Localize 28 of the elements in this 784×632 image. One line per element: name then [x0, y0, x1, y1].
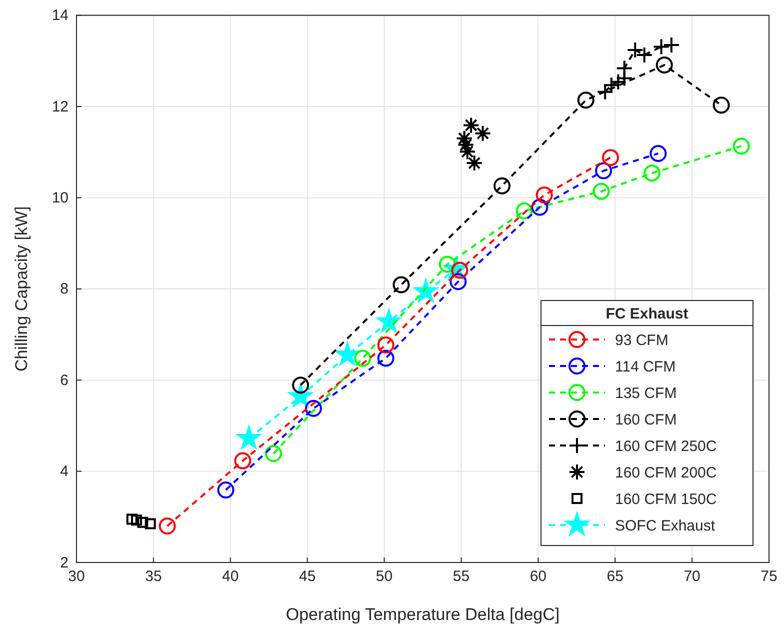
y-tick-label: 10: [52, 190, 68, 206]
y-tick-label: 4: [60, 463, 68, 480]
y-tick-label: 2: [60, 554, 68, 572]
x-tick-label: 70: [684, 568, 700, 586]
x-tick-label: 65: [606, 568, 624, 586]
legend-label: 135 CFM: [615, 385, 677, 402]
y-tick-label: 8: [60, 280, 68, 298]
x-tick-label: 30: [68, 568, 85, 586]
legend-label: 114 CFM: [615, 358, 676, 376]
y-tick-label: 12: [52, 98, 68, 116]
legend-label: 160 CFM 200C: [615, 464, 717, 482]
x-tick-label: 50: [376, 568, 393, 586]
x-axis-title: Operating Temperature Delta [degC]: [286, 605, 560, 624]
x-tick-label: 55: [452, 568, 470, 586]
x-tick-label: 75: [760, 568, 778, 586]
legend-label: SOFC Exhaust: [615, 518, 716, 534]
x-tick-label: 60: [530, 568, 547, 586]
x-tick-label: 40: [222, 568, 239, 586]
legend-label: 93 CFM: [615, 332, 668, 349]
legend-title: FC Exhaust: [606, 306, 688, 322]
legend-label: 160 CFM: [615, 412, 677, 428]
legend-label: 160 CFM 250C: [615, 438, 717, 455]
x-tick-label: 45: [298, 568, 316, 586]
y-tick-label: 6: [60, 372, 68, 389]
legend-label: 160 CFM 150C: [615, 491, 717, 508]
x-tick-label: 35: [145, 568, 162, 586]
y-axis-title: Chilling Capacity [kW]: [12, 206, 31, 372]
y-tick-label: 14: [52, 7, 68, 24]
